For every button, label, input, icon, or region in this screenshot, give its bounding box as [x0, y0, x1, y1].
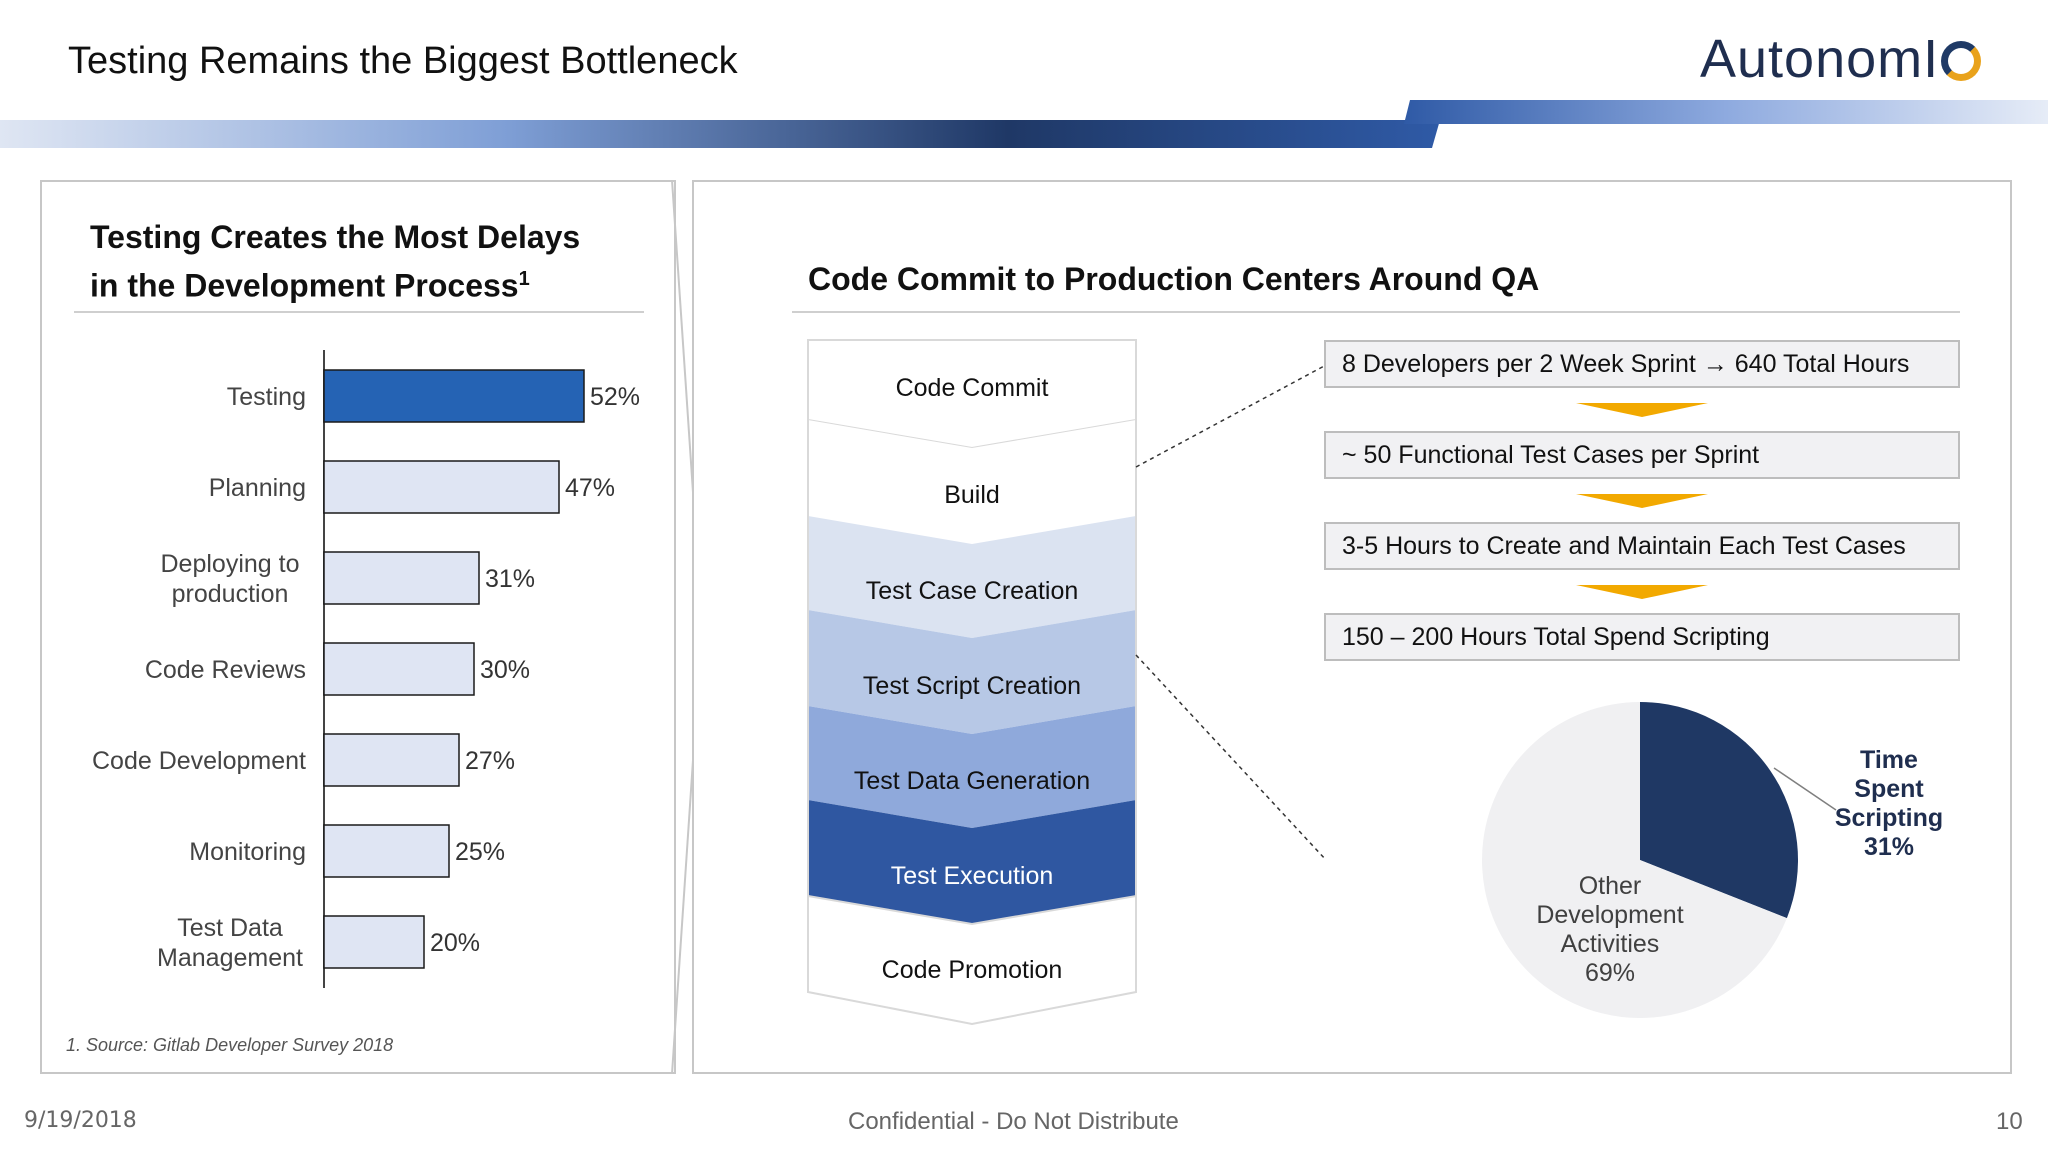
pie-slice-other-activities: [1482, 702, 1787, 1018]
pie-label-line: Other: [1578, 872, 1642, 900]
down-arrow-icon: [1576, 585, 1708, 599]
category-label: Code Reviews: [145, 656, 306, 684]
slide-title: Testing Remains the Biggest Bottleneck: [68, 40, 738, 82]
pie-label-line: Scripting: [1834, 804, 1944, 832]
bar-chart-svg: 52% Testing 47% Planning 31% Deploying to prod…: [92, 350, 640, 988]
pie-label-other-activities: Other Development Activities 69%: [1500, 872, 1720, 988]
flow-step-test-case-creation: Test Case Creation: [865, 577, 1079, 605]
bar-value-label: 30%: [480, 656, 530, 684]
bar-value-label: 47%: [565, 474, 615, 502]
pie-label-line: 31%: [1863, 833, 1915, 861]
bar-code-reviews: [323, 642, 475, 696]
qa-flow-diagram: [807, 339, 1137, 1026]
process-box-total-scripting: 150 – 200 Hours Total Spend Scripting: [1324, 613, 1960, 661]
footer-page-number: 10: [1996, 1108, 2023, 1135]
category-label: Deploying to production: [161, 550, 300, 608]
process-box-developers: 8 Developers per 2 Week Sprint → 640 Tot…: [1324, 340, 1960, 388]
bar-chart-title-line1: Testing Creates the Most Delays: [90, 219, 581, 255]
pie-leader-line: [1773, 767, 1837, 811]
bar-value-label: 52%: [590, 383, 640, 411]
flow-shape-test-script-creation: [808, 610, 1136, 734]
flow-step-code-promotion: Code Promotion: [881, 956, 1063, 984]
source-footnote: 1. Source: Gitlab Developer Survey 2018: [66, 1035, 394, 1055]
category-label: Monitoring: [189, 838, 306, 866]
bar-testing: [323, 369, 585, 423]
header-gradient-band: [0, 100, 2048, 148]
callout-connectors: [1135, 364, 1327, 861]
logo-text: AutonomI: [1700, 29, 1940, 89]
time-spent-pie-chart: [1482, 702, 1798, 1018]
left-title-rule: [74, 311, 644, 313]
flow-shape-build: [808, 420, 1136, 544]
flow-shape-test-case-creation: [808, 516, 1136, 638]
flow-step-test-script-creation: Test Script Creation: [862, 672, 1082, 700]
pie-label-line: Time: [1860, 746, 1918, 774]
down-arrow-icon: [1576, 494, 1708, 508]
footnote-marker: 1: [518, 268, 530, 290]
bar-value-label: 31%: [485, 565, 535, 593]
pie-label-line: 69%: [1584, 959, 1636, 987]
category-label: Code Development: [92, 747, 306, 775]
right-title-rule: [792, 311, 1960, 313]
pie-label-line: Development: [1536, 901, 1684, 929]
pie-label-time-spent-scripting: Time Spent Scripting 31%: [1818, 746, 1960, 862]
process-box-hours-per-case: 3-5 Hours to Create and Maintain Each Te…: [1324, 522, 1960, 570]
category-label: Testing: [227, 383, 306, 411]
footer-date: 9/19/2018: [24, 1108, 137, 1133]
category-label: Test Data Management: [157, 914, 303, 972]
flow-step-build: Build: [944, 481, 1000, 509]
bar-test-data-management: [323, 915, 425, 969]
right-panel-title: Code Commit to Production Centers Around…: [808, 261, 1540, 297]
bar-chart-title: Testing Creates the Most Delays in the D…: [90, 216, 580, 307]
flow-step-test-execution: Test Execution: [890, 862, 1054, 890]
delays-bar-chart: 52% Testing 47% Planning 31% Deploying to prod…: [60, 340, 670, 1000]
bar-value-label: 27%: [465, 747, 515, 775]
company-logo: AutonomI: [1700, 28, 1982, 90]
flow-shape-test-data-generation: [808, 706, 1136, 828]
bar-value-label: 25%: [455, 838, 505, 866]
bar-planning: [323, 460, 560, 514]
bar-value-label: 20%: [430, 929, 480, 957]
bar-monitoring: [323, 824, 450, 878]
flow-shape-code-promotion: [807, 894, 1137, 1026]
flow-step-code-commit: Code Commit: [895, 374, 1049, 402]
category-label: Planning: [209, 474, 306, 502]
down-arrow-icon: [1576, 403, 1708, 417]
pie-label-line: Spent: [1854, 775, 1924, 803]
footer-confidential: Confidential - Do Not Distribute: [848, 1108, 1179, 1135]
logo-q-icon: [1941, 41, 1982, 81]
bar-chart-title-line2: in the Development Process: [90, 267, 519, 304]
bar-deploying-to-production: [323, 551, 480, 605]
flow-shape-test-execution: [808, 800, 1136, 924]
flow-step-test-data-generation: Test Data Generation: [853, 767, 1091, 795]
pie-label-line: Activities: [1560, 930, 1660, 958]
bar-code-development: [323, 733, 460, 787]
pie-slice-time-spent-scripting: [1640, 702, 1798, 919]
process-box-test-cases: ~ 50 Functional Test Cases per Sprint: [1324, 431, 1960, 479]
